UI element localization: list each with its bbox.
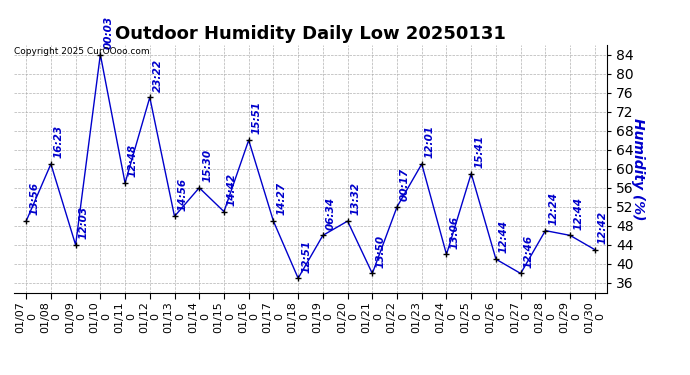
Text: 13:32: 13:32 xyxy=(351,182,361,215)
Text: 12:51: 12:51 xyxy=(301,239,311,273)
Text: 14:42: 14:42 xyxy=(227,173,237,206)
Text: 16:23: 16:23 xyxy=(54,125,64,158)
Text: 15:30: 15:30 xyxy=(202,149,213,182)
Text: 13:06: 13:06 xyxy=(449,216,460,249)
Text: 06:34: 06:34 xyxy=(326,196,336,230)
Text: 00:17: 00:17 xyxy=(400,168,410,201)
Text: 12:24: 12:24 xyxy=(549,192,558,225)
Text: 12:03: 12:03 xyxy=(79,206,88,239)
Text: 13:50: 13:50 xyxy=(375,235,385,268)
Text: 23:22: 23:22 xyxy=(152,58,163,92)
Text: 15:41: 15:41 xyxy=(474,135,484,168)
Text: 14:27: 14:27 xyxy=(277,182,286,215)
Text: 12:42: 12:42 xyxy=(598,211,608,244)
Text: 00:03: 00:03 xyxy=(104,16,113,49)
Text: Copyright 2025 CurOOoo.com: Copyright 2025 CurOOoo.com xyxy=(14,47,150,56)
Y-axis label: Humidity (%): Humidity (%) xyxy=(631,117,645,220)
Text: 14:56: 14:56 xyxy=(177,177,188,211)
Text: 13:56: 13:56 xyxy=(29,182,39,215)
Text: 12:44: 12:44 xyxy=(573,196,583,230)
Text: 12:01: 12:01 xyxy=(425,125,435,158)
Text: 15:51: 15:51 xyxy=(252,101,262,135)
Text: 12:44: 12:44 xyxy=(499,220,509,254)
Text: 12:46: 12:46 xyxy=(524,235,533,268)
Title: Outdoor Humidity Daily Low 20250131: Outdoor Humidity Daily Low 20250131 xyxy=(115,26,506,44)
Text: 12:48: 12:48 xyxy=(128,144,138,177)
